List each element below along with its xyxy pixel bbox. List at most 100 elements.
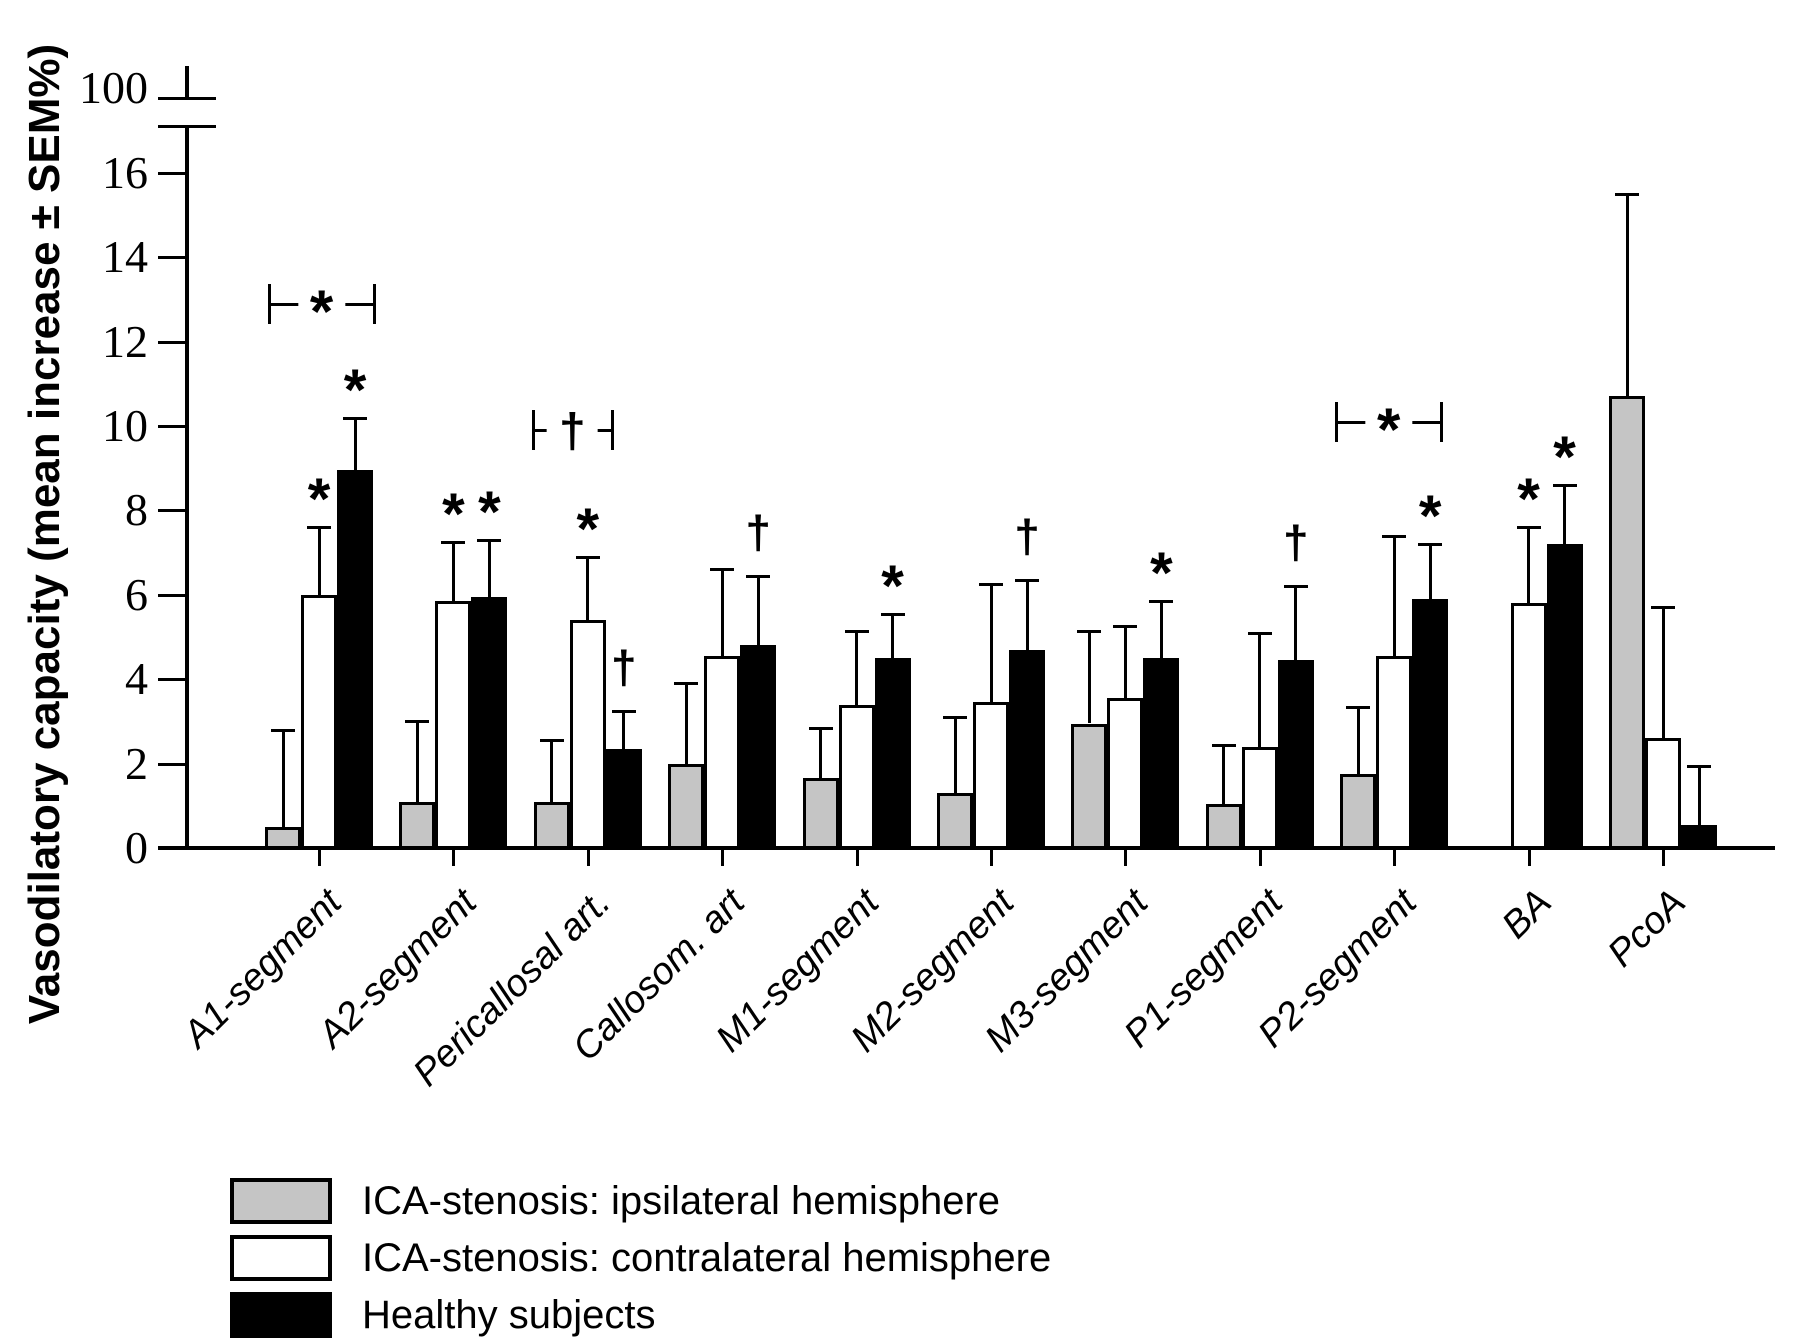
error-bar-cap — [1283, 585, 1308, 589]
legend-label-contralateral: ICA-stenosis: contralateral hemisphere — [362, 1235, 1052, 1280]
bar — [1510, 603, 1547, 850]
error-bar-cap — [710, 568, 735, 572]
error-bar-line — [1159, 601, 1163, 659]
y-tick — [158, 256, 186, 260]
category-label: BA — [1494, 881, 1560, 947]
error-bar-cap — [1113, 625, 1138, 629]
error-bar-cap — [307, 526, 331, 530]
y-tick — [158, 340, 186, 344]
error-bar-cap — [611, 709, 636, 713]
error-bar-line — [953, 717, 957, 794]
error-bar-line — [550, 740, 554, 802]
error-bar-line — [1661, 607, 1665, 739]
x-tick — [1527, 848, 1531, 866]
y-axis-line — [185, 127, 189, 850]
error-bar-cap — [1687, 764, 1711, 768]
bar — [471, 596, 508, 850]
error-bar-line — [891, 613, 895, 659]
asterisk-marker: * — [1150, 541, 1173, 607]
category-label: PcoA — [1600, 881, 1694, 976]
y-tick-label: 4 — [125, 653, 148, 705]
error-bar-line — [819, 727, 823, 779]
error-bar-cap — [1149, 600, 1174, 604]
x-tick — [452, 848, 456, 866]
sig-bracket-end — [531, 410, 535, 451]
error-bar-line — [1356, 706, 1360, 775]
y-tick-label: 6 — [125, 568, 148, 620]
legend-label-healthy: Healthy subjects — [362, 1292, 656, 1337]
x-tick — [1662, 848, 1665, 866]
bar — [1071, 723, 1108, 850]
bar — [1412, 599, 1449, 850]
legend-label-ipsilateral: ICA-stenosis: ipsilateral hemisphere — [362, 1178, 1001, 1223]
bracket-asterisk-marker: * — [1365, 399, 1413, 460]
y-tick-label: 14 — [102, 231, 148, 283]
legend-item-ipsilateral: ICA-stenosis: ipsilateral hemisphere — [230, 1178, 1051, 1224]
error-bar-line — [622, 710, 626, 749]
x-tick — [318, 848, 321, 866]
bar — [668, 763, 705, 850]
error-bar-cap — [746, 574, 771, 578]
y-tick-label: 16 — [102, 146, 148, 198]
sig-bracket-end — [1335, 401, 1339, 442]
y-tick — [158, 762, 186, 766]
x-axis-line — [158, 846, 1775, 850]
error-bar-line — [487, 539, 491, 597]
bar — [1609, 396, 1645, 850]
error-bar-line — [451, 542, 455, 602]
bar — [937, 793, 973, 850]
error-bar-cap — [405, 720, 430, 724]
legend-item-contralateral: ICA-stenosis: contralateral hemisphere — [230, 1235, 1051, 1281]
asterisk-marker: * — [343, 357, 367, 423]
error-bar-cap — [1346, 705, 1371, 709]
asterisk-marker: * — [1418, 484, 1442, 550]
y-tick-label: 100 — [79, 62, 148, 113]
bar — [569, 620, 606, 850]
error-bar-cap — [808, 726, 833, 730]
error-bar-cap — [674, 682, 699, 686]
error-bar-cap — [575, 555, 600, 559]
error-bar-line — [1428, 544, 1432, 600]
error-bar-line — [353, 417, 357, 471]
y-tick — [158, 509, 186, 513]
bar — [1376, 655, 1413, 850]
error-bar-cap — [441, 541, 466, 545]
dagger-marker: † — [1014, 510, 1040, 563]
bar — [838, 704, 875, 850]
error-bar-line — [1527, 527, 1531, 604]
bar — [1645, 738, 1681, 850]
y-tick — [158, 171, 186, 175]
error-bar-cap — [844, 629, 869, 633]
y-axis-break-mark — [158, 125, 216, 128]
bar — [1107, 698, 1144, 850]
error-bar-cap — [1418, 543, 1443, 547]
error-bar-line — [1392, 535, 1396, 656]
bar — [605, 748, 642, 850]
asterisk-marker: * — [307, 467, 331, 533]
bar — [1546, 544, 1583, 850]
y-tick — [158, 425, 186, 428]
error-bar-line — [1697, 765, 1701, 825]
y-axis-break-stub — [185, 66, 189, 99]
bar — [1143, 658, 1180, 850]
error-bar-line — [756, 575, 760, 646]
x-tick — [1393, 848, 1397, 866]
bar — [1009, 649, 1045, 850]
bar — [337, 470, 373, 850]
y-tick — [158, 678, 186, 682]
bar — [1340, 774, 1377, 850]
asterisk-marker: * — [478, 479, 501, 545]
error-bar-cap — [1211, 743, 1236, 747]
error-bar-cap — [477, 538, 502, 542]
bar — [874, 658, 911, 850]
error-bar-line — [1087, 630, 1091, 724]
x-tick — [721, 848, 725, 866]
error-bar-line — [586, 556, 590, 621]
bar — [740, 645, 777, 850]
bar — [1277, 660, 1314, 850]
sig-bracket-end — [268, 283, 271, 324]
error-bar-cap — [979, 583, 1003, 587]
error-bar-cap — [539, 739, 564, 743]
bar — [533, 801, 570, 850]
